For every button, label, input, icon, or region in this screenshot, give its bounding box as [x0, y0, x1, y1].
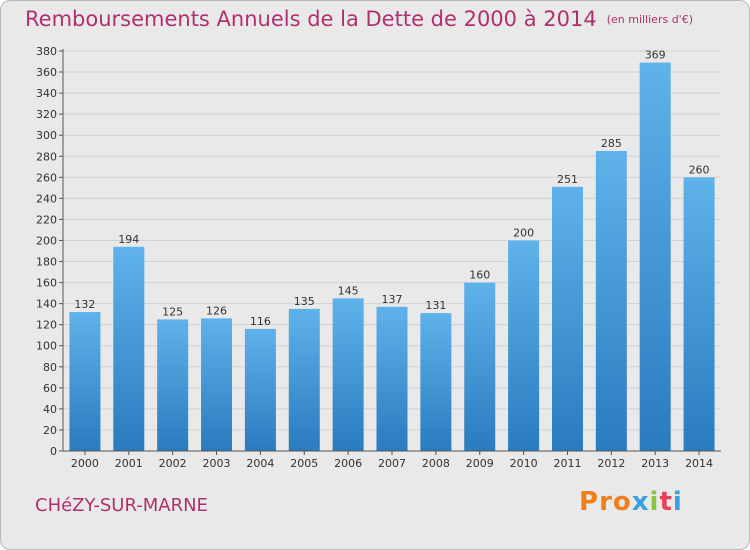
bar-2001 — [113, 246, 145, 451]
bar-value-label: 200 — [513, 226, 534, 239]
y-tick-label: 100 — [36, 340, 57, 353]
bars: 132 194 125 126 116 135 145 137 131 160 200 251 285 3… — [69, 49, 715, 451]
y-tick-label: 180 — [36, 256, 57, 269]
y-tick-label: 120 — [36, 319, 57, 332]
logo-letter: i — [649, 487, 660, 517]
bar-2011 — [551, 186, 583, 451]
y-tick-label: 0 — [50, 445, 57, 458]
bar-2003 — [201, 318, 233, 451]
bar-value-label: 132 — [74, 298, 95, 311]
bar-value-label: 285 — [601, 137, 622, 150]
bar-2013 — [639, 62, 671, 451]
axes: 0 20 40 60 80 100 120 140 160 180 200 220 240 260 280 3… — [36, 45, 721, 470]
x-tick-label: 2008 — [422, 457, 450, 470]
bar-value-label: 135 — [294, 295, 315, 308]
bar-value-label: 145 — [338, 284, 359, 297]
bar-2005 — [288, 308, 320, 451]
bar-2000 — [69, 312, 101, 451]
bar-value-label: 251 — [557, 173, 578, 186]
y-tick-label: 380 — [36, 45, 57, 58]
y-tick-label: 260 — [36, 171, 57, 184]
chart-unit-label: (en milliers d'€) — [606, 13, 693, 26]
bar-2014 — [683, 177, 715, 451]
bar-value-label: 116 — [250, 315, 271, 328]
y-tick-label: 300 — [36, 129, 57, 142]
y-tick-label: 40 — [43, 403, 57, 416]
bar-value-label: 131 — [425, 299, 446, 312]
y-tick-label: 360 — [36, 66, 57, 79]
x-tick-label: 2003 — [203, 457, 231, 470]
y-tick-label: 20 — [43, 424, 57, 437]
proxiti-logo[interactable]: Proxiti — [579, 487, 683, 517]
x-tick-label: 2014 — [685, 457, 713, 470]
bar-2009 — [464, 282, 496, 451]
y-tick-label: 80 — [43, 361, 57, 374]
bar-2004 — [244, 328, 276, 451]
commune-name: CHéZY-SUR-MARNE — [35, 495, 208, 516]
y-tick-label: 280 — [36, 150, 57, 163]
x-tick-label: 2004 — [246, 457, 274, 470]
bar-2008 — [420, 313, 452, 451]
chart-title-text: Remboursements Annuels de la Dette de 20… — [25, 7, 597, 31]
x-tick-label: 2012 — [597, 457, 625, 470]
y-tick-label: 140 — [36, 298, 57, 311]
y-tick-label: 160 — [36, 277, 57, 290]
logo-letter: x — [631, 487, 650, 517]
bar-2007 — [376, 306, 408, 451]
bar-2002 — [157, 319, 189, 451]
y-tick-label: 220 — [36, 213, 57, 226]
y-tick-label: 60 — [43, 382, 57, 395]
bar-2012 — [595, 151, 627, 451]
logo-letter: o — [612, 487, 632, 517]
y-tick-label: 320 — [36, 108, 57, 121]
bar-value-label: 137 — [382, 293, 403, 306]
chart-title: Remboursements Annuels de la Dette de 20… — [25, 7, 693, 31]
bar-2010 — [508, 240, 540, 451]
logo-letter: P — [579, 487, 600, 517]
x-tick-label: 2006 — [334, 457, 362, 470]
bar-value-label: 194 — [118, 233, 139, 246]
y-tick-label: 200 — [36, 234, 57, 247]
bar-2006 — [332, 298, 364, 451]
x-tick-label: 2005 — [290, 457, 318, 470]
x-tick-label: 2013 — [641, 457, 669, 470]
logo-letter: r — [599, 487, 613, 517]
bar-value-label: 125 — [162, 305, 183, 318]
x-tick-label: 2009 — [466, 457, 494, 470]
bar-value-label: 369 — [645, 49, 666, 62]
logo-letter: t — [659, 487, 673, 517]
bar-value-label: 260 — [689, 163, 710, 176]
y-tick-label: 240 — [36, 192, 57, 205]
x-tick-label: 2000 — [71, 457, 99, 470]
x-tick-label: 2001 — [115, 457, 143, 470]
bar-value-label: 160 — [469, 269, 490, 282]
y-tick-label: 340 — [36, 87, 57, 100]
bar-value-label: 126 — [206, 304, 227, 317]
x-tick-label: 2011 — [553, 457, 581, 470]
logo-letter: i — [672, 487, 683, 517]
x-tick-label: 2002 — [159, 457, 187, 470]
x-tick-label: 2010 — [510, 457, 538, 470]
x-tick-label: 2007 — [378, 457, 406, 470]
